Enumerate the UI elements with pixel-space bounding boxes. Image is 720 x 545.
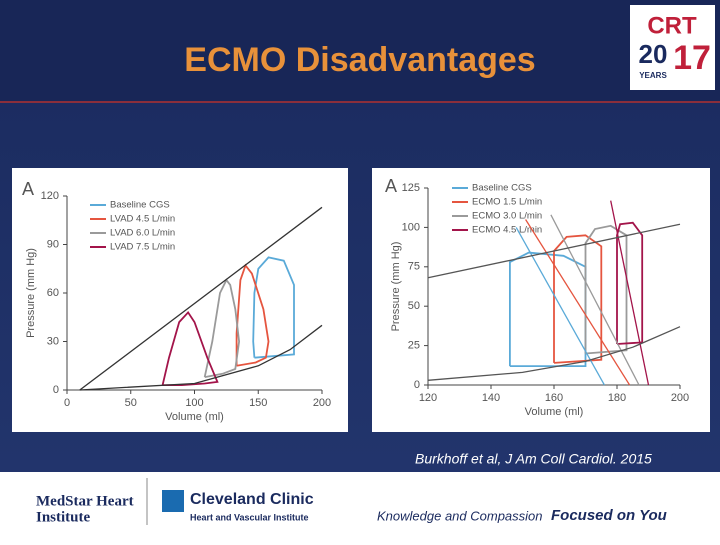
series-line: [525, 219, 631, 386]
x-tick-label: 200: [671, 392, 689, 404]
y-axis-label: Pressure (mm Hg): [25, 248, 37, 338]
y-tick-label: 125: [402, 182, 420, 194]
logo-box: [630, 5, 715, 90]
y-tick-label: 60: [47, 287, 59, 299]
slide-title: ECMO Disadvantages: [184, 41, 535, 79]
chart-panel: [12, 168, 348, 432]
y-tick-label: 75: [408, 261, 420, 273]
y-tick-label: 0: [53, 384, 59, 396]
logo-year: 20: [639, 39, 668, 69]
footer-logo: Cleveland Clinic: [190, 491, 314, 508]
footer-logo: Heart and Vascular Institute: [190, 512, 309, 522]
legend-label: ECMO 4.5 L/min: [472, 225, 542, 236]
x-tick-label: 50: [125, 397, 137, 409]
footer-tagline: Focused on You: [551, 507, 667, 524]
legend-label: LVAD 7.5 L/min: [110, 242, 175, 253]
x-tick-label: 180: [608, 392, 626, 404]
x-tick-label: 160: [545, 392, 563, 404]
x-axis-label: Volume (ml): [165, 411, 224, 423]
series-line: [427, 326, 681, 381]
series-line: [235, 263, 270, 367]
series-line: [203, 278, 241, 378]
x-axis-label: Volume (ml): [525, 406, 584, 418]
series-line: [79, 206, 323, 391]
series-line: [252, 256, 295, 359]
series-line: [610, 200, 650, 386]
series-line: [584, 224, 628, 355]
legend-label: Baseline CGS: [472, 183, 532, 194]
y-tick-label: 90: [47, 238, 59, 250]
y-tick-label: 50: [408, 300, 420, 312]
x-tick-label: 200: [313, 397, 331, 409]
panel-label: A: [22, 179, 34, 199]
legend-label: LVAD 6.0 L/min: [110, 228, 175, 239]
y-tick-label: 100: [402, 221, 420, 233]
x-tick-label: 100: [185, 397, 203, 409]
panel-label: A: [385, 176, 397, 196]
legend-label: ECMO 1.5 L/min: [472, 197, 542, 208]
y-tick-label: 30: [47, 335, 59, 347]
logo-text: CRT: [647, 12, 697, 39]
legend-label: Baseline CGS: [110, 200, 170, 211]
y-tick-label: 0: [414, 379, 420, 391]
cleveland-icon: [162, 490, 184, 512]
logo-year: 17: [673, 39, 711, 77]
footer-tagline: Knowledge and Compassion: [377, 508, 543, 523]
footer-logo: Institute: [36, 509, 91, 525]
header-band: [0, 0, 720, 102]
x-tick-label: 120: [419, 392, 437, 404]
series-line: [550, 214, 640, 386]
series-line: [509, 251, 587, 367]
legend-label: ECMO 3.0 L/min: [472, 211, 542, 222]
series-line: [79, 324, 323, 391]
x-tick-label: 0: [64, 397, 70, 409]
y-axis-label: Pressure (mm Hg): [390, 242, 402, 332]
y-tick-label: 25: [408, 340, 420, 352]
x-tick-label: 140: [482, 392, 500, 404]
series-line: [427, 223, 681, 279]
citation: Burkhoff et al, J Am Coll Cardiol. 2015: [415, 451, 652, 467]
logo-sub: YEARS: [639, 71, 667, 80]
series-line: [515, 227, 605, 386]
x-tick-label: 150: [249, 397, 267, 409]
series-line: [161, 310, 219, 386]
y-tick-label: 120: [41, 190, 59, 202]
footer-band: [0, 472, 720, 540]
footer-logo: MedStar Heart: [36, 493, 134, 509]
legend-label: LVAD 4.5 L/min: [110, 214, 175, 225]
series-line: [616, 221, 644, 345]
